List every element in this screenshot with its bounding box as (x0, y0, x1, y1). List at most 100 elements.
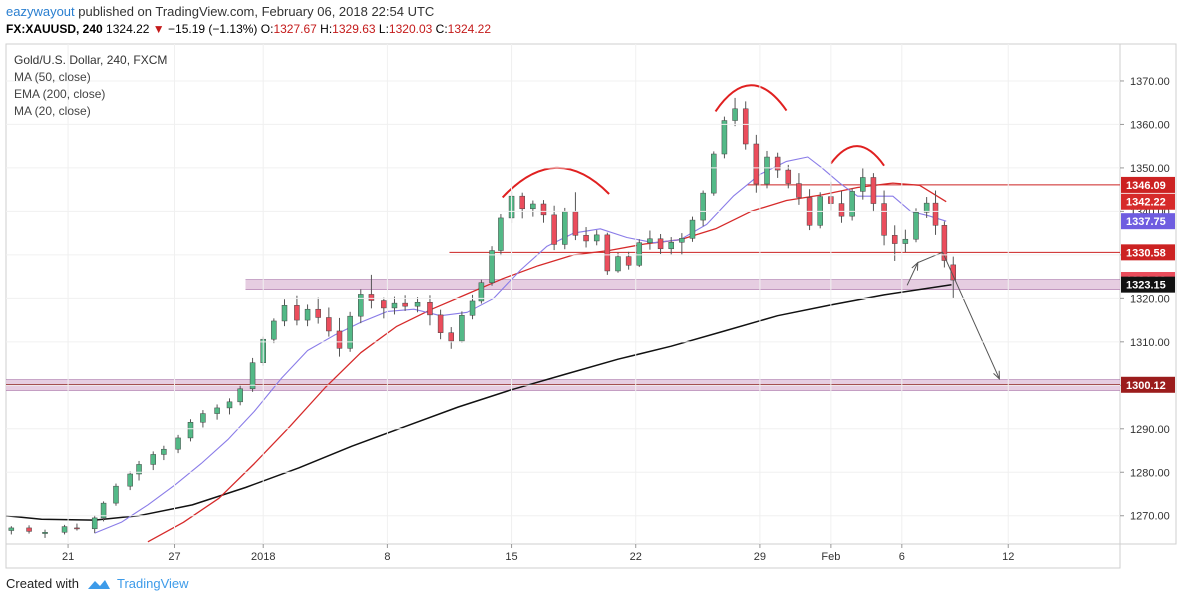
candle-body (187, 422, 194, 439)
candle-body (583, 235, 589, 242)
candle-body (136, 464, 142, 475)
time-ticks: 21 27 2018 8 15 22 29 Feb 6 12 (62, 44, 1014, 563)
candle-body (679, 238, 685, 243)
price-tag-box (1121, 276, 1175, 293)
price-tag-box (1121, 244, 1175, 261)
legend-ema200: EMA (200, close) (14, 87, 105, 101)
candle-body (572, 211, 579, 236)
y-tick-label: 1310.00 (1130, 337, 1170, 349)
price-tag-label: 1346.09 (1126, 180, 1166, 192)
price-zone (245, 279, 1121, 290)
candle-body (326, 317, 332, 332)
candle-body (721, 120, 728, 155)
x-tick-label: 8 (384, 551, 390, 563)
candle-body (668, 242, 674, 250)
candle-body (689, 219, 696, 239)
candle-body (304, 308, 311, 321)
y-tick-label: 1360.00 (1130, 119, 1170, 131)
candle-body (381, 300, 387, 309)
tradingview-brand: TradingView (116, 576, 189, 591)
price-chart[interactable]: 1270.001280.001290.001300.001310.001320.… (0, 40, 1182, 570)
candle-body (61, 526, 68, 533)
candle-body (26, 527, 32, 532)
candle-body (281, 305, 288, 322)
candle-body (891, 235, 898, 244)
candle-body (459, 315, 465, 342)
low-label: L: (378, 22, 389, 36)
price-tag-label: 1342.22 (1126, 197, 1166, 209)
pattern-arc (830, 145, 885, 167)
pattern-arc (714, 84, 788, 112)
candle-body (941, 225, 948, 261)
candle-body (150, 454, 156, 465)
candle-body (127, 473, 133, 487)
candle-body (427, 302, 433, 316)
candle-body (200, 413, 206, 423)
open-label: O: (260, 22, 274, 36)
candle-body (615, 256, 621, 272)
candle-body (249, 362, 256, 390)
candle-body (732, 108, 738, 121)
candle-body (881, 203, 887, 236)
candle-body (923, 202, 930, 213)
last-price: 1324.22 (106, 22, 150, 36)
x-tick-label: 6 (899, 551, 905, 563)
price-tags: 1346.091342.221337.751330.581324.221323.… (1121, 176, 1175, 393)
footer: Created with TradingView (6, 576, 189, 591)
x-tick-label: 29 (754, 551, 766, 563)
candle-body (271, 320, 277, 340)
time-axis[interactable] (5, 543, 1121, 569)
tradingview-link[interactable]: TradingView (87, 576, 189, 591)
candle-body (414, 302, 421, 307)
candle-body (214, 407, 220, 414)
candle-body (530, 203, 536, 210)
author-link[interactable]: eazywayout (6, 4, 75, 19)
tradingview-logo-icon (87, 579, 110, 589)
created-with-text: Created with (6, 576, 79, 591)
y-tick-label: 1350.00 (1130, 163, 1170, 175)
projection-path (906, 251, 1000, 380)
candle-body (478, 282, 485, 302)
y-tick-label: 1270.00 (1130, 511, 1170, 523)
candle-body (175, 437, 181, 450)
ohlc-bar: FX:XAUUSD, 240 1324.22 ▼ −15.19 (−1.13%)… (6, 22, 491, 36)
change-value: −15.19 (−1.13%) (168, 22, 258, 36)
candle-body (785, 169, 792, 184)
candle-body (742, 108, 749, 145)
ma20-layer (94, 156, 947, 534)
y-tick-label: 1290.00 (1130, 424, 1170, 436)
down-arrow-icon: ▼ (152, 22, 165, 36)
price-tag-box (1121, 376, 1175, 393)
y-tick-label: 1370.00 (1130, 76, 1170, 88)
symbol-label: FX:XAUUSD, 240 (6, 22, 103, 36)
high-label: H: (320, 22, 333, 36)
candle-body (391, 302, 398, 309)
candle-body (647, 238, 653, 243)
candle-body (437, 314, 444, 333)
price-tag-label: 1330.58 (1126, 247, 1166, 259)
candle-body (774, 156, 781, 171)
candle-body (74, 527, 80, 530)
candle-body (498, 217, 504, 251)
candle-body (161, 448, 167, 455)
ma50-line (147, 182, 947, 543)
candle-body (753, 143, 760, 185)
candle-body (711, 153, 717, 194)
candle-body (593, 234, 600, 242)
x-tick-label: Feb (821, 551, 840, 563)
chart-legend: Gold/U.S. Dollar, 240, FXCM MA (50, clos… (14, 53, 167, 118)
candle-body (551, 214, 557, 245)
candle-body (625, 256, 632, 266)
plot-area[interactable] (5, 43, 1121, 545)
candle-body (519, 195, 525, 210)
projection-arrowhead (911, 261, 919, 271)
candle-body (913, 212, 919, 240)
candle-body (8, 527, 15, 531)
candle-body (402, 302, 408, 307)
candle-body (764, 156, 770, 185)
y-tick-label: 1320.00 (1130, 293, 1170, 305)
published-text: published on TradingView.com, February 0… (78, 4, 435, 19)
y-tick-label: 1280.00 (1130, 467, 1170, 479)
price-axis[interactable] (1119, 43, 1177, 545)
candle-body (469, 300, 476, 316)
